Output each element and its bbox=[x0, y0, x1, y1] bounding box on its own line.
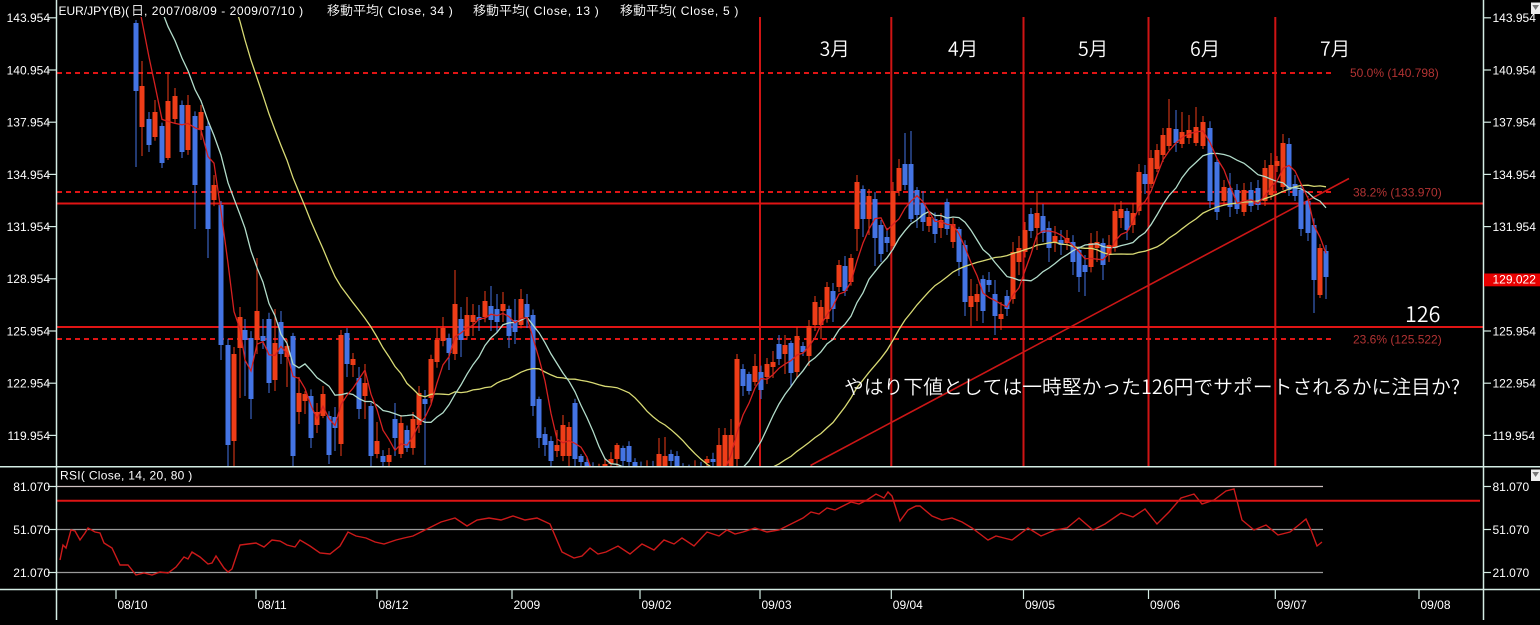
svg-text:08/12: 08/12 bbox=[379, 598, 409, 612]
svg-text:119.954: 119.954 bbox=[8, 429, 51, 443]
svg-text:09/06: 09/06 bbox=[1150, 598, 1180, 612]
svg-text:09/02: 09/02 bbox=[642, 598, 672, 612]
svg-text:RSI( Close, 14, 20, 80 ): RSI( Close, 14, 20, 80 ) bbox=[60, 469, 193, 483]
svg-text:( Close, 13 ): ( Close, 13 ) bbox=[525, 4, 599, 18]
svg-text:137.954: 137.954 bbox=[1493, 116, 1537, 130]
svg-text:EUR/JPY(B)(: EUR/JPY(B)( bbox=[59, 4, 130, 18]
svg-text:137.954: 137.954 bbox=[7, 116, 51, 130]
svg-text:143.954: 143.954 bbox=[7, 11, 51, 25]
svg-text:23.6% (125.522): 23.6% (125.522) bbox=[1353, 333, 1442, 347]
svg-text:131.954: 131.954 bbox=[1493, 220, 1537, 234]
svg-text:134.954: 134.954 bbox=[1493, 168, 1537, 182]
svg-text:08/11: 08/11 bbox=[258, 598, 287, 612]
svg-text:51.070: 51.070 bbox=[13, 523, 50, 537]
svg-text:140.954: 140.954 bbox=[1493, 63, 1537, 77]
svg-text:122.954: 122.954 bbox=[7, 377, 51, 391]
svg-text:131.954: 131.954 bbox=[7, 220, 51, 234]
svg-text:50.0% (140.798): 50.0% (140.798) bbox=[1350, 66, 1439, 80]
svg-text:38.2% (133.970): 38.2% (133.970) bbox=[1353, 186, 1442, 200]
svg-text:21.070: 21.070 bbox=[13, 566, 50, 580]
svg-text:129.022: 129.022 bbox=[1493, 273, 1537, 287]
svg-text:125.954: 125.954 bbox=[1493, 324, 1537, 338]
svg-text:81.070: 81.070 bbox=[1493, 480, 1530, 494]
svg-text:21.070: 21.070 bbox=[1493, 566, 1530, 580]
svg-text:51.070: 51.070 bbox=[1493, 523, 1530, 537]
svg-text:( Close, 34 ): ( Close, 34 ) bbox=[379, 4, 453, 18]
svg-text:119.954: 119.954 bbox=[1493, 429, 1536, 443]
svg-text:128.954: 128.954 bbox=[7, 272, 51, 286]
svg-text:( Close, 5 ): ( Close, 5 ) bbox=[672, 4, 739, 18]
svg-text:140.954: 140.954 bbox=[7, 63, 51, 77]
svg-text:2009: 2009 bbox=[514, 598, 541, 612]
svg-text:125.954: 125.954 bbox=[7, 324, 51, 338]
svg-text:, 2007/08/09 - 2009/07/10 ): , 2007/08/09 - 2009/07/10 ) bbox=[144, 4, 304, 18]
svg-text:09/05: 09/05 bbox=[1025, 598, 1055, 612]
svg-text:08/10: 08/10 bbox=[118, 598, 148, 612]
svg-text:134.954: 134.954 bbox=[7, 168, 51, 182]
svg-text:09/04: 09/04 bbox=[893, 598, 923, 612]
svg-text:122.954: 122.954 bbox=[1493, 377, 1537, 391]
svg-text:81.070: 81.070 bbox=[13, 480, 50, 494]
svg-text:143.954: 143.954 bbox=[1493, 11, 1537, 25]
svg-text:09/03: 09/03 bbox=[762, 598, 792, 612]
svg-text:09/07: 09/07 bbox=[1277, 598, 1307, 612]
svg-text:09/08: 09/08 bbox=[1421, 598, 1451, 612]
